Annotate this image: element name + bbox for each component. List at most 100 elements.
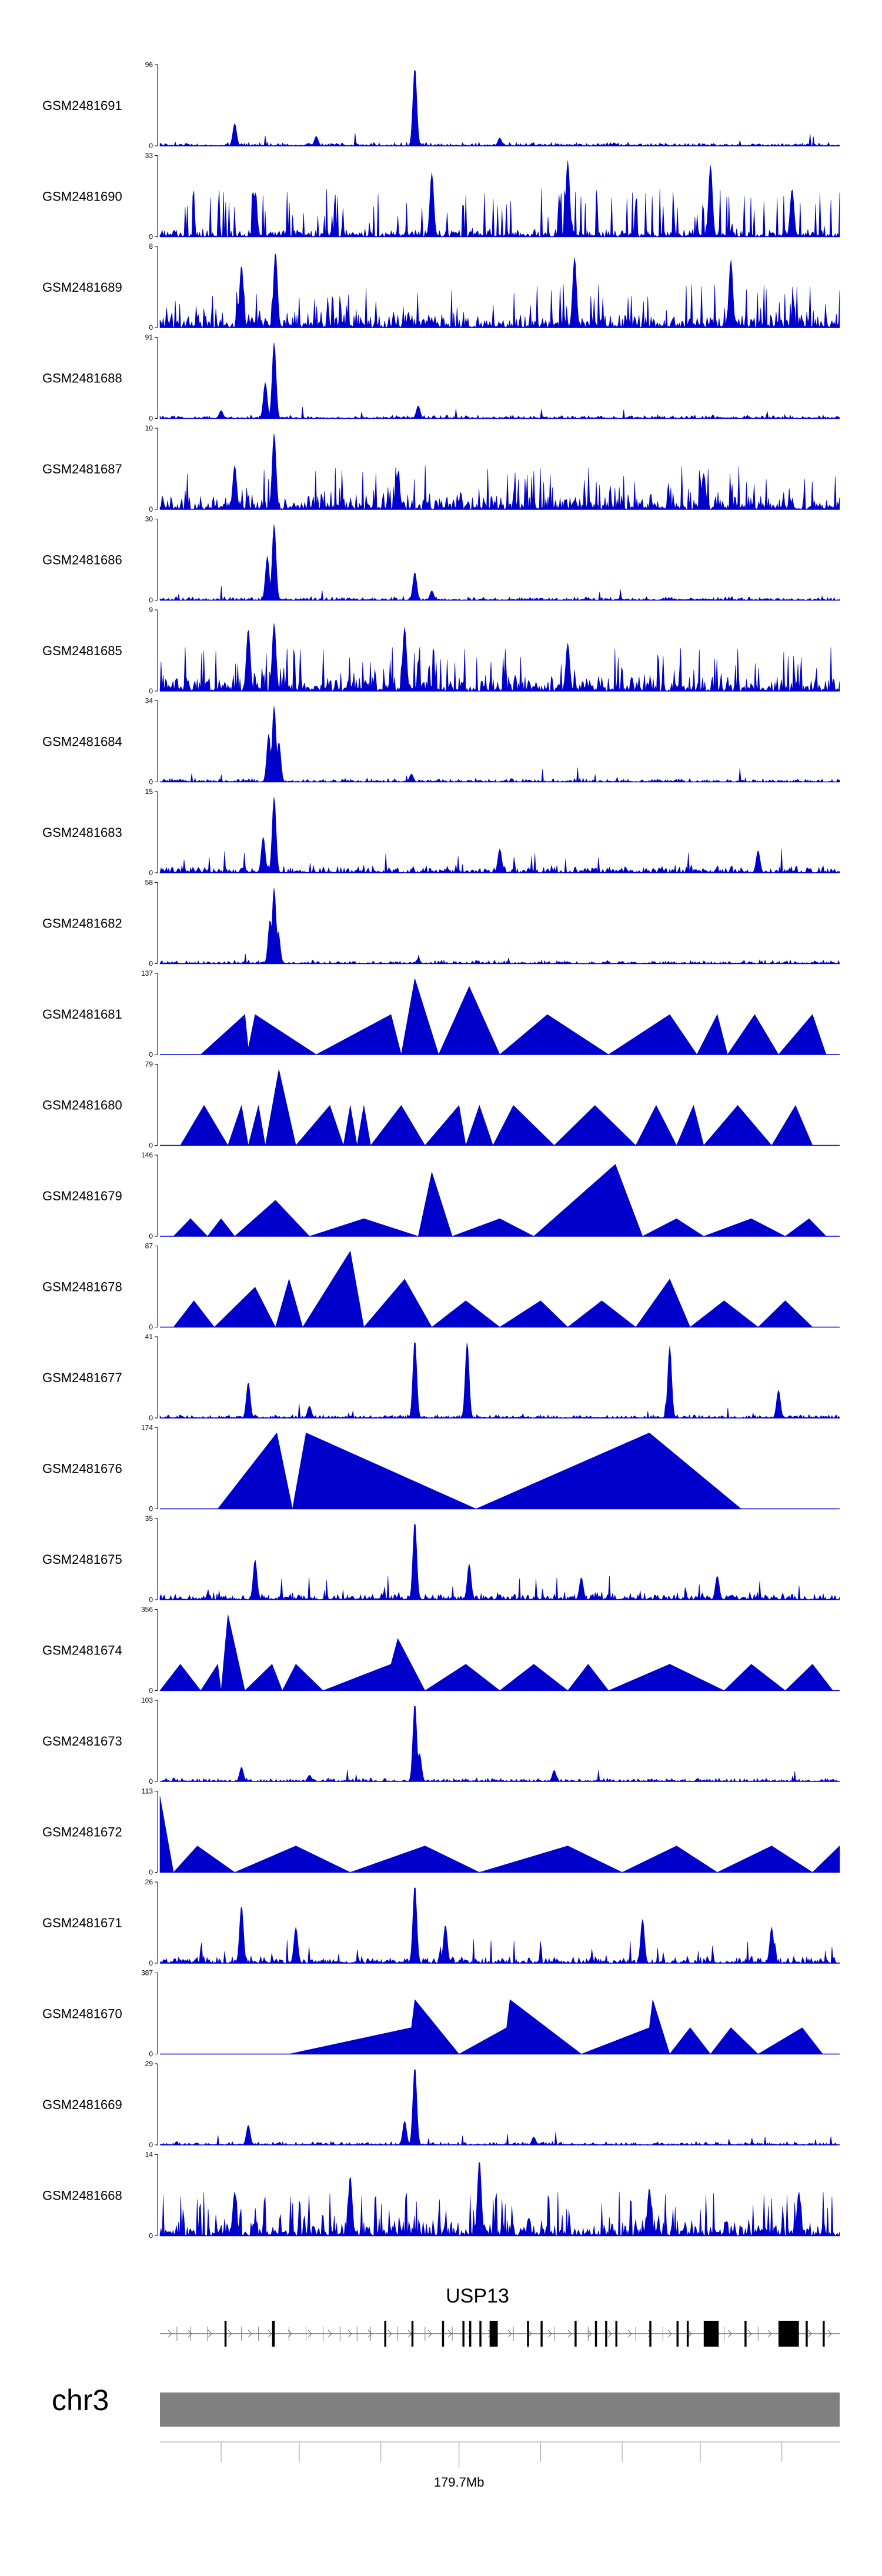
track-label: GSM2481673 <box>42 1734 122 1749</box>
track-label: GSM2481678 <box>42 1280 122 1294</box>
exon <box>479 2321 482 2347</box>
track-GSM2481691: GSM2481691 96 0 <box>42 61 840 150</box>
y-max-label: 103 <box>141 1696 153 1704</box>
exon <box>442 2321 445 2347</box>
y-max-label: 9 <box>149 606 153 614</box>
y-min-label: 0 <box>149 2050 153 2058</box>
track-label: GSM2481685 <box>42 643 122 658</box>
track-label: GSM2481682 <box>42 916 122 931</box>
track-label: GSM2481668 <box>42 2188 122 2203</box>
strand-arrow <box>827 2330 832 2338</box>
exon <box>615 2321 617 2347</box>
exon <box>686 2321 689 2347</box>
y-max-label: 26 <box>145 1878 153 1886</box>
track-GSM2481678: GSM2481678 87 0 <box>42 1242 840 1332</box>
track-label: GSM2481691 <box>42 98 122 113</box>
track-label: GSM2481676 <box>42 1461 122 1476</box>
strand-arrow <box>248 2330 252 2338</box>
track-label: GSM2481680 <box>42 1098 122 1113</box>
signal-area <box>159 623 840 692</box>
track-label: GSM2481669 <box>42 2097 122 2112</box>
track-label: GSM2481679 <box>42 1189 122 1203</box>
track-label: GSM2481677 <box>42 1370 122 1385</box>
signal-area <box>180 1069 813 1146</box>
y-min-label: 0 <box>149 1232 153 1240</box>
exon <box>806 2321 808 2347</box>
y-max-label: 137 <box>141 969 153 977</box>
track-GSM2481682: GSM2481682 58 0 <box>42 879 840 968</box>
exon <box>823 2321 825 2347</box>
y-min-label: 0 <box>149 1142 153 1150</box>
signal-area <box>159 253 840 328</box>
track-GSM2481670: GSM2481670 387 0 <box>42 1969 840 2058</box>
y-max-label: 113 <box>142 1787 153 1796</box>
exon <box>778 2321 799 2347</box>
y-min-label: 0 <box>149 323 153 332</box>
signal-area <box>217 1432 742 1509</box>
y-max-label: 356 <box>141 1606 153 1614</box>
exon <box>469 2321 472 2347</box>
strand-arrow <box>767 2330 772 2338</box>
y-min-label: 0 <box>149 687 153 695</box>
strand-arrow <box>587 2330 592 2338</box>
y-max-label: 387 <box>141 1969 153 1977</box>
strand-arrow <box>687 2330 692 2338</box>
track-GSM2481676: GSM2481676 174 0 <box>42 1424 840 1513</box>
exon <box>272 2321 275 2347</box>
y-max-label: 35 <box>145 1514 153 1523</box>
track-label: GSM2481687 <box>42 462 122 476</box>
signal-area <box>159 1524 840 1600</box>
exon <box>489 2321 498 2347</box>
strand-arrow <box>627 2330 632 2338</box>
y-max-label: 58 <box>145 879 153 887</box>
signal-area <box>159 1342 840 1419</box>
signal-area <box>159 2069 840 2145</box>
track-GSM2481668: GSM2481668 14 0 <box>42 2151 840 2240</box>
y-min-label: 0 <box>149 1596 153 1604</box>
signal-area <box>159 2161 840 2237</box>
y-min-label: 0 <box>149 1323 153 1332</box>
signal-area <box>159 1614 834 1691</box>
signal-area <box>159 1887 840 1964</box>
track-GSM2481680: GSM2481680 79 0 <box>42 1060 840 1150</box>
signal-area <box>159 524 840 601</box>
signal-area <box>159 161 840 238</box>
track-GSM2481689: GSM2481689 8 0 <box>42 242 840 332</box>
chromosome-band <box>160 2393 840 2427</box>
y-min-label: 0 <box>149 415 153 423</box>
track-GSM2481679: GSM2481679 146 0 <box>42 1151 840 1240</box>
exon <box>605 2321 607 2347</box>
exon <box>462 2321 465 2347</box>
track-GSM2481685: GSM2481685 9 0 <box>42 606 840 695</box>
exon <box>411 2321 414 2347</box>
y-max-label: 29 <box>145 2060 153 2068</box>
y-max-label: 30 <box>145 515 153 523</box>
chromosome-name: chr3 <box>52 2384 109 2417</box>
strand-arrow <box>647 2330 652 2338</box>
exon <box>224 2321 227 2347</box>
track-label: GSM2481672 <box>42 1825 122 1840</box>
track-GSM2481681: GSM2481681 137 0 <box>42 969 840 1059</box>
y-max-label: 96 <box>145 61 153 69</box>
signal-area <box>289 1999 823 2055</box>
track-label: GSM2481690 <box>42 189 122 204</box>
track-GSM2481675: GSM2481675 35 0 <box>42 1514 840 1604</box>
y-min-label: 0 <box>149 778 153 786</box>
track-GSM2481686: GSM2481686 30 0 <box>42 515 840 605</box>
y-min-label: 0 <box>149 960 153 968</box>
y-max-label: 87 <box>145 1242 153 1250</box>
y-min-label: 0 <box>149 869 153 877</box>
signal-area <box>173 1164 827 1237</box>
track-GSM2481684: GSM2481684 34 0 <box>42 697 840 786</box>
signal-area <box>159 706 840 783</box>
y-max-label: 146 <box>141 1151 153 1159</box>
track-GSM2481677: GSM2481677 41 0 <box>42 1333 840 1422</box>
exon <box>527 2321 529 2347</box>
exon <box>574 2321 577 2347</box>
y-min-label: 0 <box>149 233 153 241</box>
track-label: GSM2481670 <box>42 2007 122 2021</box>
signal-area <box>159 887 840 965</box>
track-label: GSM2481688 <box>42 371 122 386</box>
y-min-label: 0 <box>149 1868 153 1877</box>
